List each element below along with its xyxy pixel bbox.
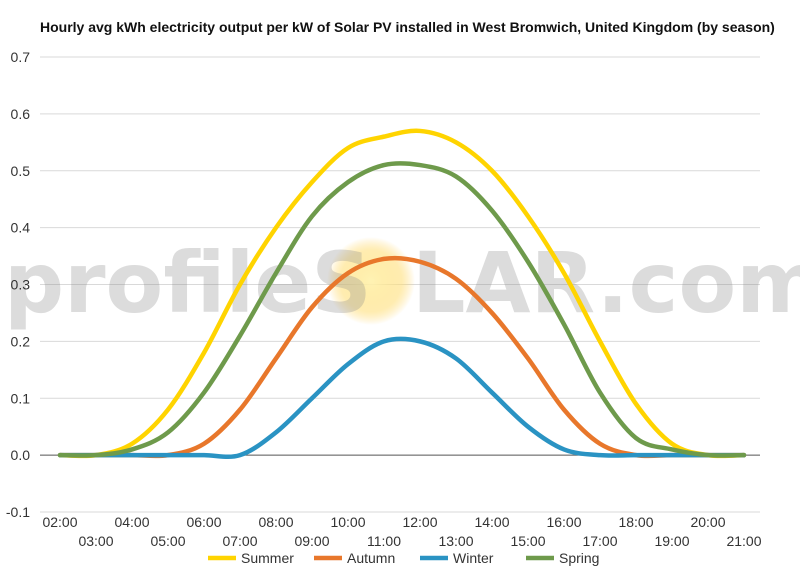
x-tick-label: 19:00: [654, 533, 689, 549]
x-tick-label: 17:00: [582, 533, 617, 549]
watermark-text-part2: LAR.com: [412, 234, 800, 332]
y-tick-label: 0.7: [11, 49, 31, 65]
legend-label: Summer: [241, 550, 294, 566]
y-tick-label: 0.3: [11, 277, 31, 293]
y-tick-label: 0.5: [11, 163, 31, 179]
x-tick-label: 14:00: [474, 514, 509, 530]
y-tick-label: 0.2: [11, 333, 31, 349]
x-tick-label: 09:00: [294, 533, 329, 549]
series-lines: [57, 128, 747, 460]
y-tick-label: 0.1: [11, 390, 31, 406]
chart-title: Hourly avg kWh electricity output per kW…: [40, 19, 775, 35]
x-tick-label: 06:00: [186, 514, 221, 530]
x-tick-label: 12:00: [402, 514, 437, 530]
y-tick-label: 0.4: [11, 220, 31, 236]
y-axis-ticks: -0.1 0.0 0.1 0.2 0.3 0.4 0.5 0.6 0.7: [6, 49, 30, 520]
x-tick-label: 13:00: [438, 533, 473, 549]
x-tick-label: 05:00: [150, 533, 185, 549]
series-line-winter: [57, 336, 747, 460]
x-tick-label: 02:00: [42, 514, 77, 530]
series-line-spring: [57, 161, 747, 458]
x-tick-label: 08:00: [258, 514, 293, 530]
x-tick-label: 04:00: [114, 514, 149, 530]
x-tick-label: 18:00: [618, 514, 653, 530]
y-tick-label: -0.1: [6, 504, 30, 520]
x-tick-label: 07:00: [222, 533, 257, 549]
watermark-text-part1: profileS: [4, 234, 372, 332]
legend-label: Autumn: [347, 550, 395, 566]
series-line-summer: [57, 128, 747, 459]
legend: Summer Autumn Winter Spring: [208, 550, 599, 566]
x-tick-label: 21:00: [726, 533, 761, 549]
x-tick-label: 11:00: [367, 533, 401, 549]
x-axis-ticks: 02:0003:0004:0005:0006:0007:0008:0009:00…: [42, 514, 761, 549]
x-tick-label: 20:00: [690, 514, 725, 530]
x-tick-label: 15:00: [510, 533, 545, 549]
watermark: profileS LAR.com: [4, 234, 800, 332]
legend-label: Winter: [453, 550, 494, 566]
legend-label: Spring: [559, 550, 599, 566]
x-tick-label: 10:00: [330, 514, 365, 530]
x-tick-label: 16:00: [546, 514, 581, 530]
y-tick-label: 0.0: [11, 447, 31, 463]
y-tick-label: 0.6: [11, 106, 31, 122]
x-tick-label: 03:00: [78, 533, 113, 549]
